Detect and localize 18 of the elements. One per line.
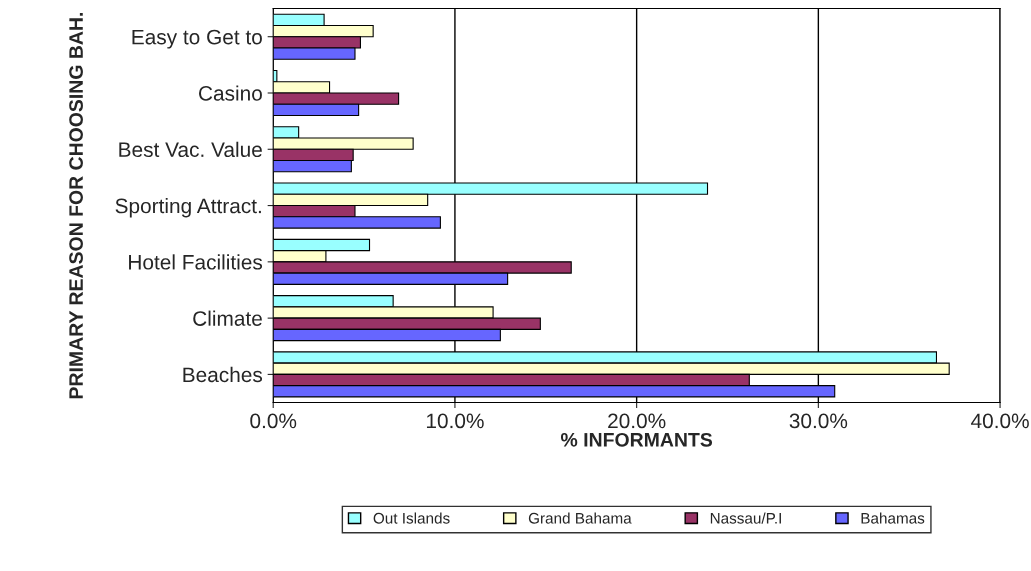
x-tick-label: 20.0%	[608, 413, 666, 429]
y-tick-label: Casino	[199, 85, 262, 101]
legend-label: Nassau/P.I	[710, 512, 781, 524]
x-tick-label: 10.0%	[426, 413, 484, 429]
legend-label: Grand Bahama	[528, 512, 632, 524]
x-axis-title: % INFORMANTS	[560, 432, 713, 447]
y-tick-label: Hotel Facilities	[129, 254, 263, 270]
y-axis-title: PRIMARY REASON FOR CHOOSING BAH.	[69, 12, 83, 399]
x-tick-label: 40.0%	[971, 413, 1029, 429]
y-tick-label: Best Vac. Value	[119, 141, 262, 158]
legend-label: Bahamas	[861, 512, 925, 524]
x-tick-label: 0.0%	[250, 413, 297, 429]
y-tick-label: Climate	[193, 310, 262, 326]
legend-label: Out Islands	[373, 512, 450, 524]
y-tick-label: Sporting Attract.	[115, 198, 261, 218]
y-tick-label: Easy to Get to	[132, 29, 262, 49]
y-tick-label: Beaches	[183, 366, 263, 383]
x-tick-label: 30.0%	[789, 413, 848, 429]
